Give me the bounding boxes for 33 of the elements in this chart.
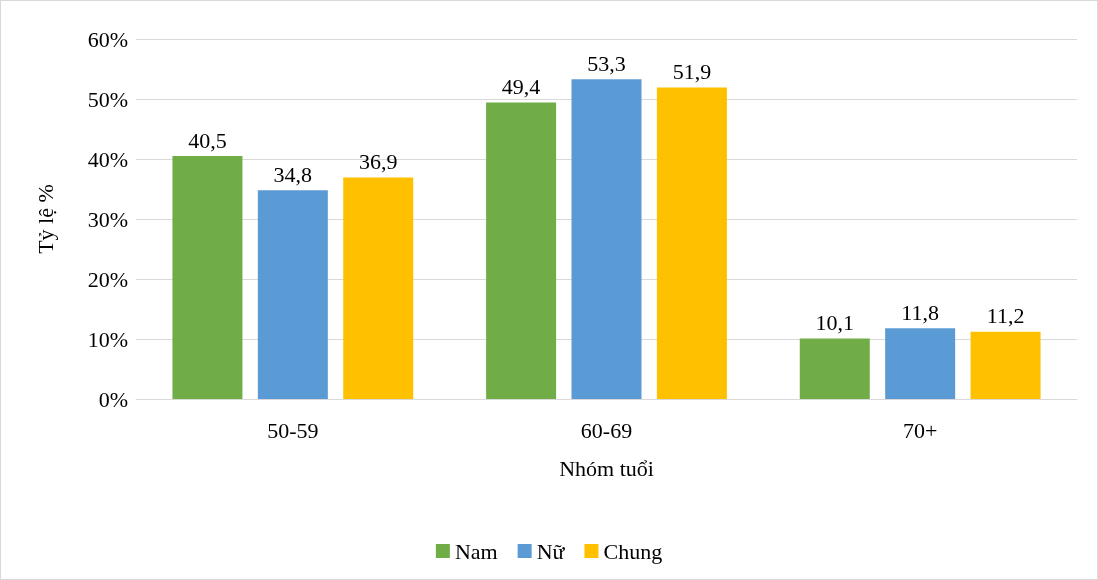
- data-label: 53,3: [587, 50, 626, 76]
- x-tick-label: 70+: [902, 417, 938, 443]
- y-tick-label: 40%: [87, 146, 128, 172]
- y-tick-label: 60%: [87, 26, 128, 52]
- legend-label: Chung: [603, 538, 663, 564]
- bar: [257, 190, 328, 399]
- bar: [571, 79, 642, 399]
- bar: [885, 328, 956, 399]
- y-axis-title: Tỷ lệ %: [32, 184, 58, 254]
- bar: [172, 156, 243, 399]
- legend-label: Nữ: [536, 538, 566, 564]
- x-tick-label: 50-59: [267, 417, 319, 443]
- y-tick-label: 30%: [87, 206, 128, 232]
- data-label: 51,9: [672, 59, 712, 85]
- bar: [486, 102, 557, 399]
- x-tick-label: 60-69: [580, 417, 633, 443]
- x-axis-title: Nhóm tuổi: [559, 455, 654, 481]
- legend-label: Nam: [454, 538, 498, 564]
- y-tick-label: 0%: [98, 386, 128, 412]
- y-tick-label: 50%: [87, 86, 128, 112]
- data-label: 49,4: [501, 74, 541, 100]
- y-tick-label: 20%: [87, 266, 128, 292]
- data-label: 34,8: [273, 161, 313, 187]
- bar: [799, 338, 870, 399]
- y-tick-label: 10%: [87, 326, 128, 352]
- data-label: 36,9: [358, 149, 398, 175]
- data-label: 40,5: [188, 127, 227, 153]
- data-label: 11,8: [901, 299, 940, 325]
- data-label: 10,1: [815, 309, 855, 335]
- data-label: 11,2: [986, 303, 1025, 329]
- bar: [656, 87, 727, 399]
- bar: [970, 331, 1041, 399]
- bar: [343, 177, 414, 399]
